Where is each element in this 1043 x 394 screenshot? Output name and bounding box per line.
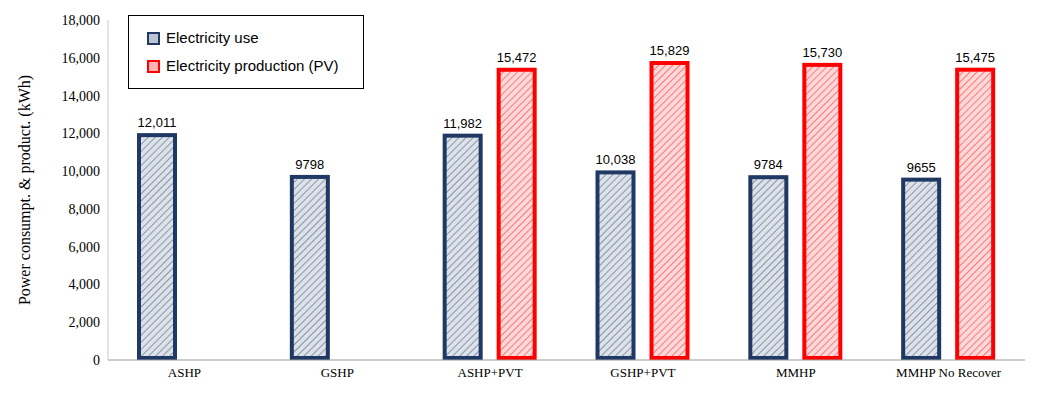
svg-text:8,000: 8,000	[69, 202, 101, 217]
svg-text:18,000: 18,000	[62, 13, 101, 28]
svg-text:16,000: 16,000	[62, 51, 101, 66]
svg-text:ASHP: ASHP	[168, 365, 201, 380]
svg-text:11,982: 11,982	[443, 116, 482, 131]
svg-text:10,000: 10,000	[62, 164, 101, 179]
svg-text:9798: 9798	[295, 157, 324, 172]
html-text:Electricity use: Electricity use	[166, 29, 259, 46]
svg-text:14,000: 14,000	[62, 89, 101, 104]
svg-text:GSHP+PVT: GSHP+PVT	[610, 365, 675, 380]
svg-text:0: 0	[93, 353, 100, 368]
svg-text:4,000: 4,000	[69, 277, 101, 292]
svg-text:9655: 9655	[907, 160, 936, 175]
svg-text:2,000: 2,000	[69, 315, 101, 330]
svg-text:15,475: 15,475	[955, 50, 995, 65]
svg-text:6,000: 6,000	[69, 240, 101, 255]
svg-text:ASHP+PVT: ASHP+PVT	[458, 365, 523, 380]
html-text:Electricity production (PV): Electricity production (PV)	[166, 57, 339, 74]
svg-text:MMHP No Recover: MMHP No Recover	[896, 365, 1002, 380]
svg-text:12,000: 12,000	[62, 126, 101, 141]
svg-text:MMHP: MMHP	[776, 365, 816, 380]
svg-text:Power consumpt. & product. (kW: Power consumpt. & product. (kWh)	[16, 75, 34, 305]
svg-text:15,472: 15,472	[497, 50, 537, 65]
svg-text:10,038: 10,038	[596, 152, 636, 167]
svg-text:12,011: 12,011	[138, 115, 177, 130]
svg-text:15,829: 15,829	[650, 43, 690, 58]
svg-text:GSHP: GSHP	[321, 365, 354, 380]
svg-text:9784: 9784	[754, 157, 783, 172]
svg-text:15,730: 15,730	[802, 45, 842, 60]
